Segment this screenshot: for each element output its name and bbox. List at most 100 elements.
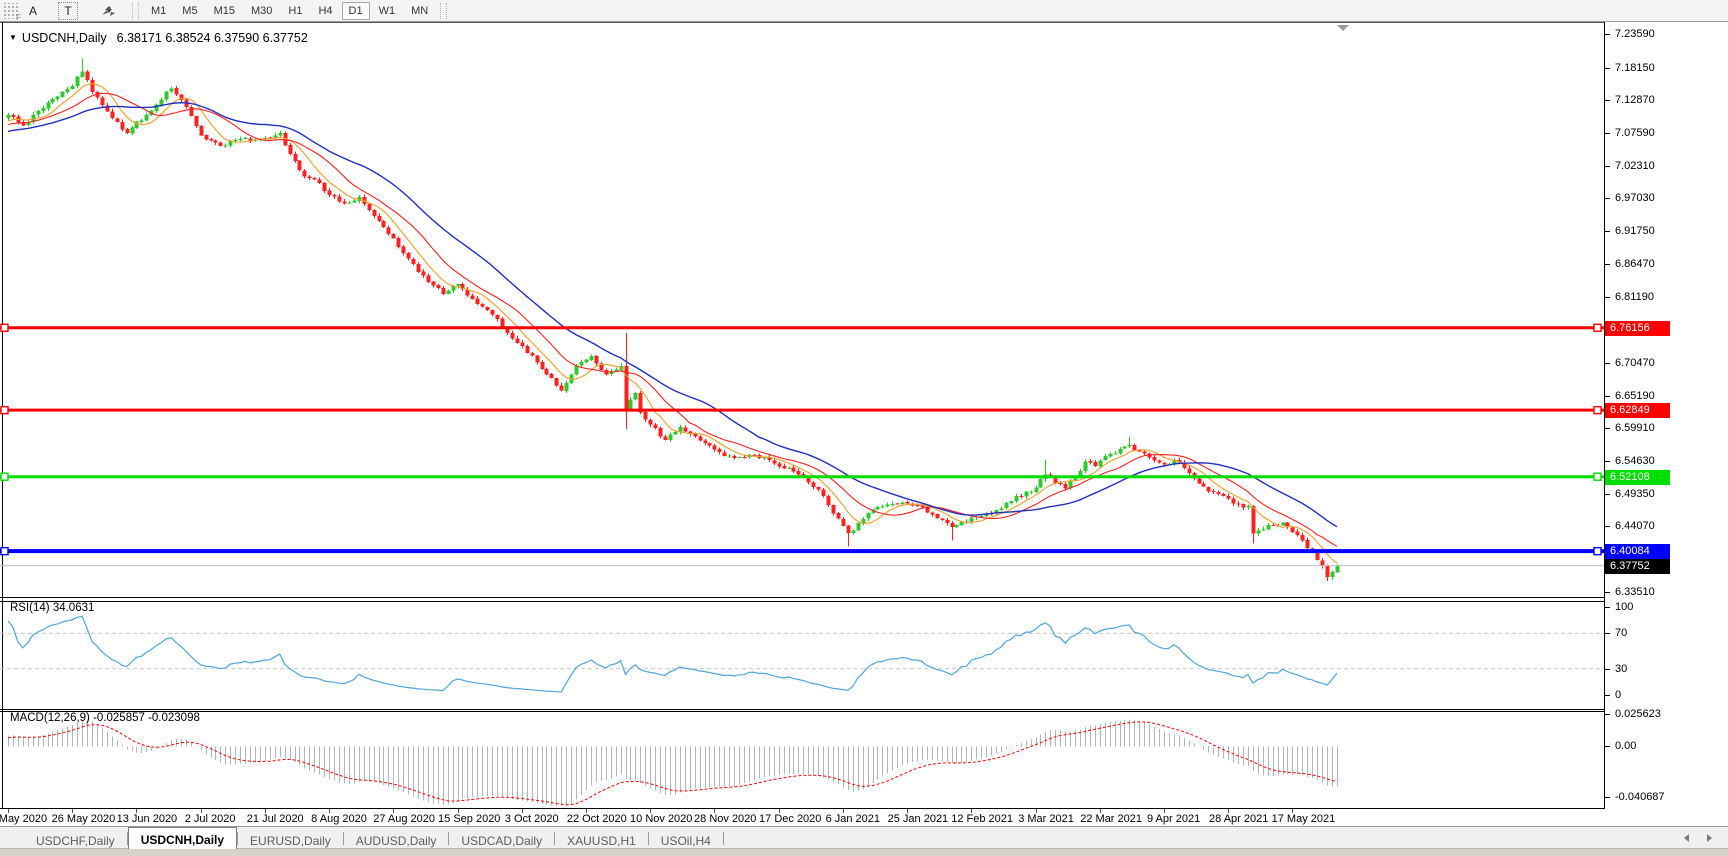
rsi-label: RSI(14) 34.0631 (10, 602, 95, 614)
arrows-icon (102, 5, 116, 16)
date-tick-label: 22 Mar 2021 (1080, 813, 1143, 825)
rsi-line (7, 615, 1338, 693)
text-label-tool-button[interactable]: T (58, 1, 79, 20)
toolbar-separator (440, 2, 448, 19)
date-tick-label: 17 May 2021 (1271, 813, 1336, 825)
chart-title[interactable]: ▼ USDCNH,Daily 6.38171 6.38524 6.37590 6.3… (9, 31, 308, 45)
price-line-badge: 6.52108 (1605, 470, 1670, 485)
date-tick-label: 7 May 2020 (0, 813, 48, 825)
ohlc-values: 6.38171 6.38524 6.37590 6.37752 (116, 31, 308, 45)
price-axis[interactable]: 7.23590 7.18150 7.12870 7.07590 7.02310 6.970… (1605, 22, 1728, 809)
timeframe-button-h4[interactable]: H4 (311, 2, 339, 20)
timeframe-button-d1[interactable]: D1 (341, 1, 370, 20)
chart-tab-audusd[interactable]: AUDUSD,Daily (355, 833, 437, 848)
date-tick-label: 6 Jan 2021 (825, 813, 881, 825)
symbol-name: USDCNH,Daily (21, 31, 107, 45)
chart-tab-usdcnh[interactable]: USDCNH,Daily (127, 827, 238, 849)
tab-scroll-right-icon[interactable] (1707, 834, 1712, 842)
timeframe-button-m30[interactable]: M30 (244, 2, 279, 20)
price-tick-label: 6.54630 (1615, 455, 1655, 467)
arrows-tool-button[interactable] (90, 1, 126, 21)
date-tick-label: 13 Jun 2020 (116, 813, 178, 825)
rsi-tick-label: 70 (1615, 627, 1628, 639)
line-handle-left[interactable] (0, 546, 9, 556)
chart-tab-usdcad[interactable]: USDCAD,Daily (461, 833, 543, 848)
macd-signal-line (7, 721, 1338, 806)
chart-tab-usoil[interactable]: USOil,H4 (660, 833, 711, 848)
chart-window-top-border (0, 22, 1728, 23)
main-chart-canvas[interactable] (0, 23, 1604, 598)
line-handle-right[interactable] (1593, 472, 1602, 481)
timeframe-button-m5[interactable]: M5 (175, 2, 204, 20)
timeframe-button-mn[interactable]: MN (404, 2, 435, 20)
candles (6, 58, 1340, 581)
price-tick-label: 6.91750 (1615, 225, 1655, 237)
date-tick-label: 2 Jul 2020 (184, 813, 236, 825)
rsi-tick-label: 100 (1615, 601, 1634, 613)
date-tick-label: 12 Feb 2021 (951, 813, 1014, 825)
price-tick-label: 7.07590 (1615, 127, 1655, 139)
ma-mid-line[interactable] (7, 92, 1338, 547)
chart-window-left-border (2, 22, 3, 809)
line-handle-right[interactable] (1593, 323, 1602, 332)
tab-scroll-arrows (1684, 834, 1712, 842)
toolbar-separator (132, 2, 140, 19)
timeframe-button-w1[interactable]: W1 (372, 2, 403, 20)
timeframe-button-h1[interactable]: H1 (281, 2, 309, 20)
price-line-badge: 6.76156 (1605, 321, 1670, 336)
timeframe-button-m15[interactable]: M15 (207, 2, 242, 20)
date-tick-label: 15 Sep 2020 (438, 813, 501, 825)
date-tick-label: 28 Apr 2021 (1209, 813, 1269, 825)
macd-tick-label: 0.025623 (1615, 708, 1661, 720)
price-tick-label: 6.81190 (1615, 291, 1654, 303)
price-tick-label: 6.70470 (1615, 357, 1655, 369)
rsi-tick-label: 30 (1615, 663, 1628, 675)
current-price-badge: 6.37752 (1605, 559, 1670, 574)
ma-fast-line[interactable] (7, 83, 1338, 564)
rsi-canvas[interactable] (0, 601, 1604, 710)
toolbar-handle-icon[interactable]: F (2, 2, 21, 22)
timeframe-button-m1[interactable]: M1 (144, 2, 173, 20)
text-tool-button[interactable]: A (22, 2, 44, 20)
chart-tab-eurusd[interactable]: EURUSD,Daily (250, 833, 331, 848)
line-handle-left[interactable] (0, 405, 9, 415)
macd-tick-label: -0.040687 (1615, 791, 1665, 803)
price-axis-border (1604, 22, 1605, 809)
chart-tab-usdchf[interactable]: USDCHF,Daily (36, 833, 115, 848)
macd-canvas[interactable] (0, 711, 1604, 809)
price-tick-label: 6.59910 (1615, 422, 1655, 434)
dropdown-caret-icon[interactable] (106, 8, 113, 13)
price-tick-label: 6.49350 (1615, 488, 1655, 500)
date-tick-label: 17 Dec 2020 (759, 813, 822, 825)
tab-scroll-left-icon[interactable] (1684, 834, 1689, 842)
toolbar-handle-letter: F (16, 12, 21, 22)
date-tick-label: 10 Nov 2020 (630, 813, 693, 825)
macd-tick-label: 0.00 (1615, 740, 1637, 752)
line-handle-right[interactable] (1593, 405, 1602, 415)
chart-tabs: USDCHF,Daily USDCNH,Daily EURUSD,Daily AUDU… (24, 827, 724, 849)
date-tick-label: 8 Aug 2020 (311, 813, 367, 825)
date-tick-label: 21 Jul 2020 (246, 813, 304, 825)
ma-slow-line[interactable] (7, 101, 1338, 528)
date-tick-label: 22 Oct 2020 (566, 813, 627, 825)
symbol-dropdown-icon[interactable]: ▼ (9, 33, 17, 42)
date-tick-label: 3 Oct 2020 (504, 813, 559, 825)
rsi-tick-label: 0 (1615, 689, 1622, 701)
line-handle-left[interactable] (0, 323, 9, 332)
chart-tab-xauusd[interactable]: XAUUSD,H1 (567, 833, 636, 848)
price-tick-label: 7.23590 (1615, 28, 1655, 40)
price-tick-label: 7.18150 (1615, 62, 1655, 74)
price-tick-label: 7.02310 (1615, 160, 1655, 172)
price-tick-label: 6.86470 (1615, 258, 1655, 270)
price-tick-label: 6.44070 (1615, 520, 1655, 532)
chart-shift-marker-icon[interactable] (1336, 25, 1349, 31)
window-bottom-edge (0, 848, 1728, 856)
line-handle-left[interactable] (0, 472, 9, 481)
macd-histogram (8, 719, 1338, 806)
line-handle-right[interactable] (1593, 546, 1602, 556)
date-tick-label: 27 Aug 2020 (373, 813, 436, 825)
macd-label: MACD(12,26,9) -0.025857 -0.023098 (10, 712, 200, 724)
date-tick-label: 26 May 2020 (51, 813, 116, 825)
